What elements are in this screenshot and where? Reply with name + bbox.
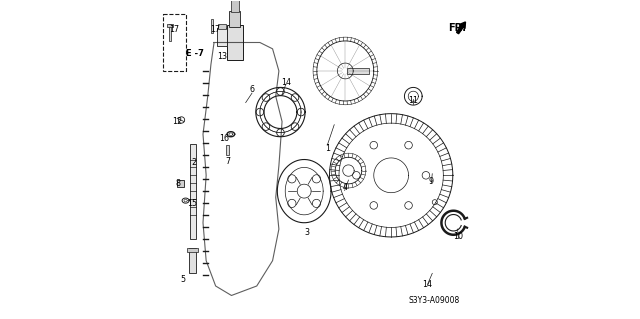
Text: 17: 17 xyxy=(169,25,179,34)
Bar xyxy=(347,68,369,74)
FancyArrow shape xyxy=(456,22,465,34)
Text: 12: 12 xyxy=(172,117,182,126)
Bar xyxy=(189,248,196,273)
Text: 9: 9 xyxy=(429,177,434,186)
Text: 11: 11 xyxy=(408,97,419,106)
Text: 4: 4 xyxy=(342,183,347,192)
Text: 5: 5 xyxy=(180,275,185,284)
Text: 14: 14 xyxy=(281,78,291,86)
Bar xyxy=(231,0,239,12)
Bar xyxy=(167,24,173,27)
Text: 7: 7 xyxy=(225,157,230,166)
Text: S3Y3-A09008: S3Y3-A09008 xyxy=(408,296,460,305)
Bar xyxy=(177,180,184,187)
Text: 13: 13 xyxy=(218,52,228,61)
Bar xyxy=(217,28,227,46)
Text: 14: 14 xyxy=(422,280,433,289)
Text: 8: 8 xyxy=(176,179,181,188)
Text: 3: 3 xyxy=(305,228,310,237)
Text: 17: 17 xyxy=(211,25,221,34)
Text: 2: 2 xyxy=(191,158,196,167)
Bar xyxy=(229,11,240,27)
Text: E -7: E -7 xyxy=(186,49,204,58)
Text: 15: 15 xyxy=(187,199,197,208)
Bar xyxy=(169,24,172,41)
Text: FR.: FR. xyxy=(448,23,466,33)
Bar xyxy=(227,25,243,60)
Text: 6: 6 xyxy=(250,85,255,94)
Text: 1: 1 xyxy=(324,144,330,153)
Bar xyxy=(218,24,226,29)
Bar xyxy=(226,145,228,155)
Text: 10: 10 xyxy=(454,233,463,241)
Bar xyxy=(186,248,198,252)
Text: 16: 16 xyxy=(220,134,230,144)
Bar xyxy=(211,19,213,33)
Bar xyxy=(190,144,196,239)
